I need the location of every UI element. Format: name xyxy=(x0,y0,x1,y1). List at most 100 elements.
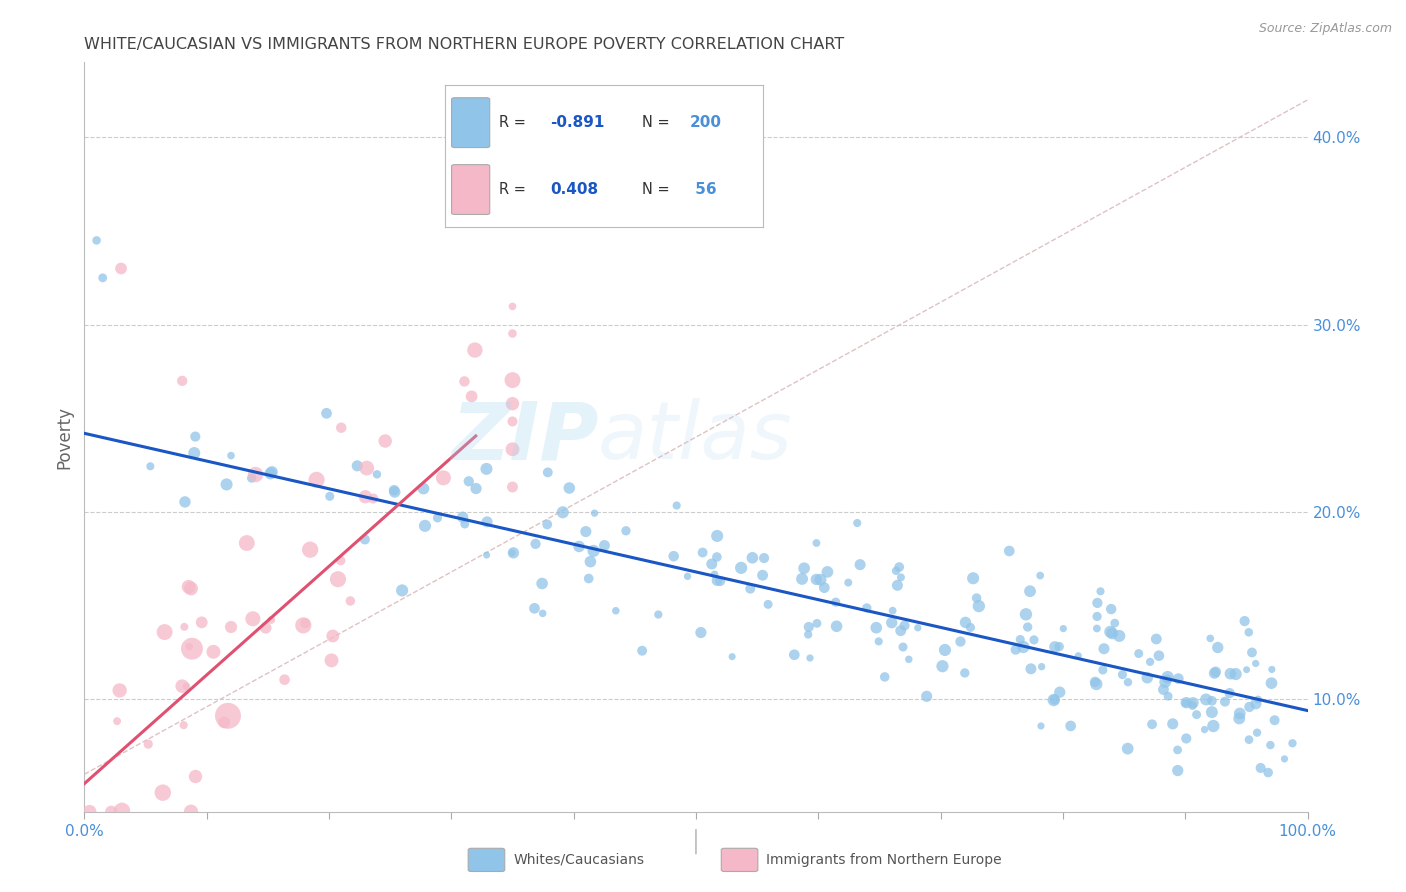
Point xyxy=(183,446,205,460)
Point xyxy=(706,529,728,543)
Point xyxy=(361,491,384,506)
Point xyxy=(1139,655,1161,669)
Point xyxy=(1174,696,1197,710)
Point xyxy=(259,467,281,481)
Point xyxy=(721,649,744,664)
Point xyxy=(1167,764,1189,778)
Point xyxy=(1108,629,1130,643)
Point xyxy=(751,568,773,582)
Point xyxy=(1099,602,1122,616)
Point xyxy=(465,482,488,496)
Point xyxy=(575,524,598,539)
Point xyxy=(260,613,283,627)
Point xyxy=(245,467,267,482)
Point xyxy=(915,690,938,704)
Point xyxy=(953,665,976,680)
Point xyxy=(797,627,820,641)
Point xyxy=(1140,717,1163,731)
Point xyxy=(1111,667,1133,681)
Point xyxy=(475,515,498,529)
Point xyxy=(1015,607,1038,622)
Point xyxy=(139,459,162,474)
Point xyxy=(631,643,654,657)
Point xyxy=(1260,676,1282,690)
Point xyxy=(1084,674,1107,689)
Point xyxy=(173,620,195,634)
Point xyxy=(1067,648,1090,663)
Point xyxy=(523,601,546,615)
Point xyxy=(172,679,194,693)
Point xyxy=(1244,697,1267,711)
Point xyxy=(1175,731,1198,746)
Point xyxy=(1012,640,1035,654)
Point xyxy=(558,481,581,495)
Point xyxy=(806,616,828,631)
Point xyxy=(1239,700,1261,714)
Point xyxy=(153,625,176,640)
Point xyxy=(873,670,896,684)
Point xyxy=(172,374,194,388)
Point xyxy=(502,299,524,313)
Point xyxy=(568,540,591,554)
Point xyxy=(647,607,669,622)
Point xyxy=(100,805,122,819)
Point xyxy=(326,572,349,586)
Point xyxy=(817,565,839,579)
Point xyxy=(797,620,820,634)
Point xyxy=(502,397,524,411)
Point xyxy=(849,558,872,572)
Point xyxy=(1206,640,1229,655)
Point xyxy=(1085,677,1108,691)
Point xyxy=(273,673,295,687)
Point xyxy=(1205,665,1227,679)
Point xyxy=(1227,711,1250,725)
Point xyxy=(1019,584,1042,599)
Point xyxy=(790,572,813,586)
Point xyxy=(86,233,108,247)
Point xyxy=(454,517,477,532)
Point xyxy=(1182,696,1205,710)
Point xyxy=(931,659,953,673)
Point xyxy=(582,544,605,558)
Point xyxy=(79,805,101,819)
Point xyxy=(837,575,859,590)
Point xyxy=(825,619,848,633)
Point xyxy=(184,770,207,784)
Point xyxy=(294,616,316,631)
Point xyxy=(1185,707,1208,722)
Point xyxy=(907,621,929,635)
Text: ZIP: ZIP xyxy=(451,398,598,476)
Point xyxy=(703,567,725,582)
Point xyxy=(891,640,914,654)
Point xyxy=(173,718,195,732)
Point xyxy=(179,640,201,654)
Point xyxy=(215,477,238,491)
Point xyxy=(856,601,879,615)
Point xyxy=(356,461,378,475)
Text: Source: ZipAtlas.com: Source: ZipAtlas.com xyxy=(1258,22,1392,36)
Text: Whites/Caucasians: Whites/Caucasians xyxy=(513,853,644,867)
Point xyxy=(1144,632,1167,646)
Point xyxy=(824,595,846,609)
Point xyxy=(897,652,920,666)
Point xyxy=(882,604,904,618)
Point xyxy=(432,471,454,485)
Point xyxy=(453,375,475,389)
Point xyxy=(1099,624,1122,639)
Point xyxy=(322,629,344,643)
Point xyxy=(1019,662,1042,676)
Point xyxy=(806,573,828,587)
Point xyxy=(536,517,558,532)
Point xyxy=(1157,689,1180,703)
Point xyxy=(190,615,212,630)
Point xyxy=(934,643,956,657)
Point xyxy=(1049,685,1071,699)
Point xyxy=(184,429,207,443)
Point xyxy=(219,449,242,463)
Point xyxy=(1202,719,1225,733)
Point xyxy=(1017,620,1039,634)
Point xyxy=(531,607,554,621)
Point xyxy=(180,805,202,819)
Point xyxy=(706,574,728,588)
Point xyxy=(1201,694,1223,708)
